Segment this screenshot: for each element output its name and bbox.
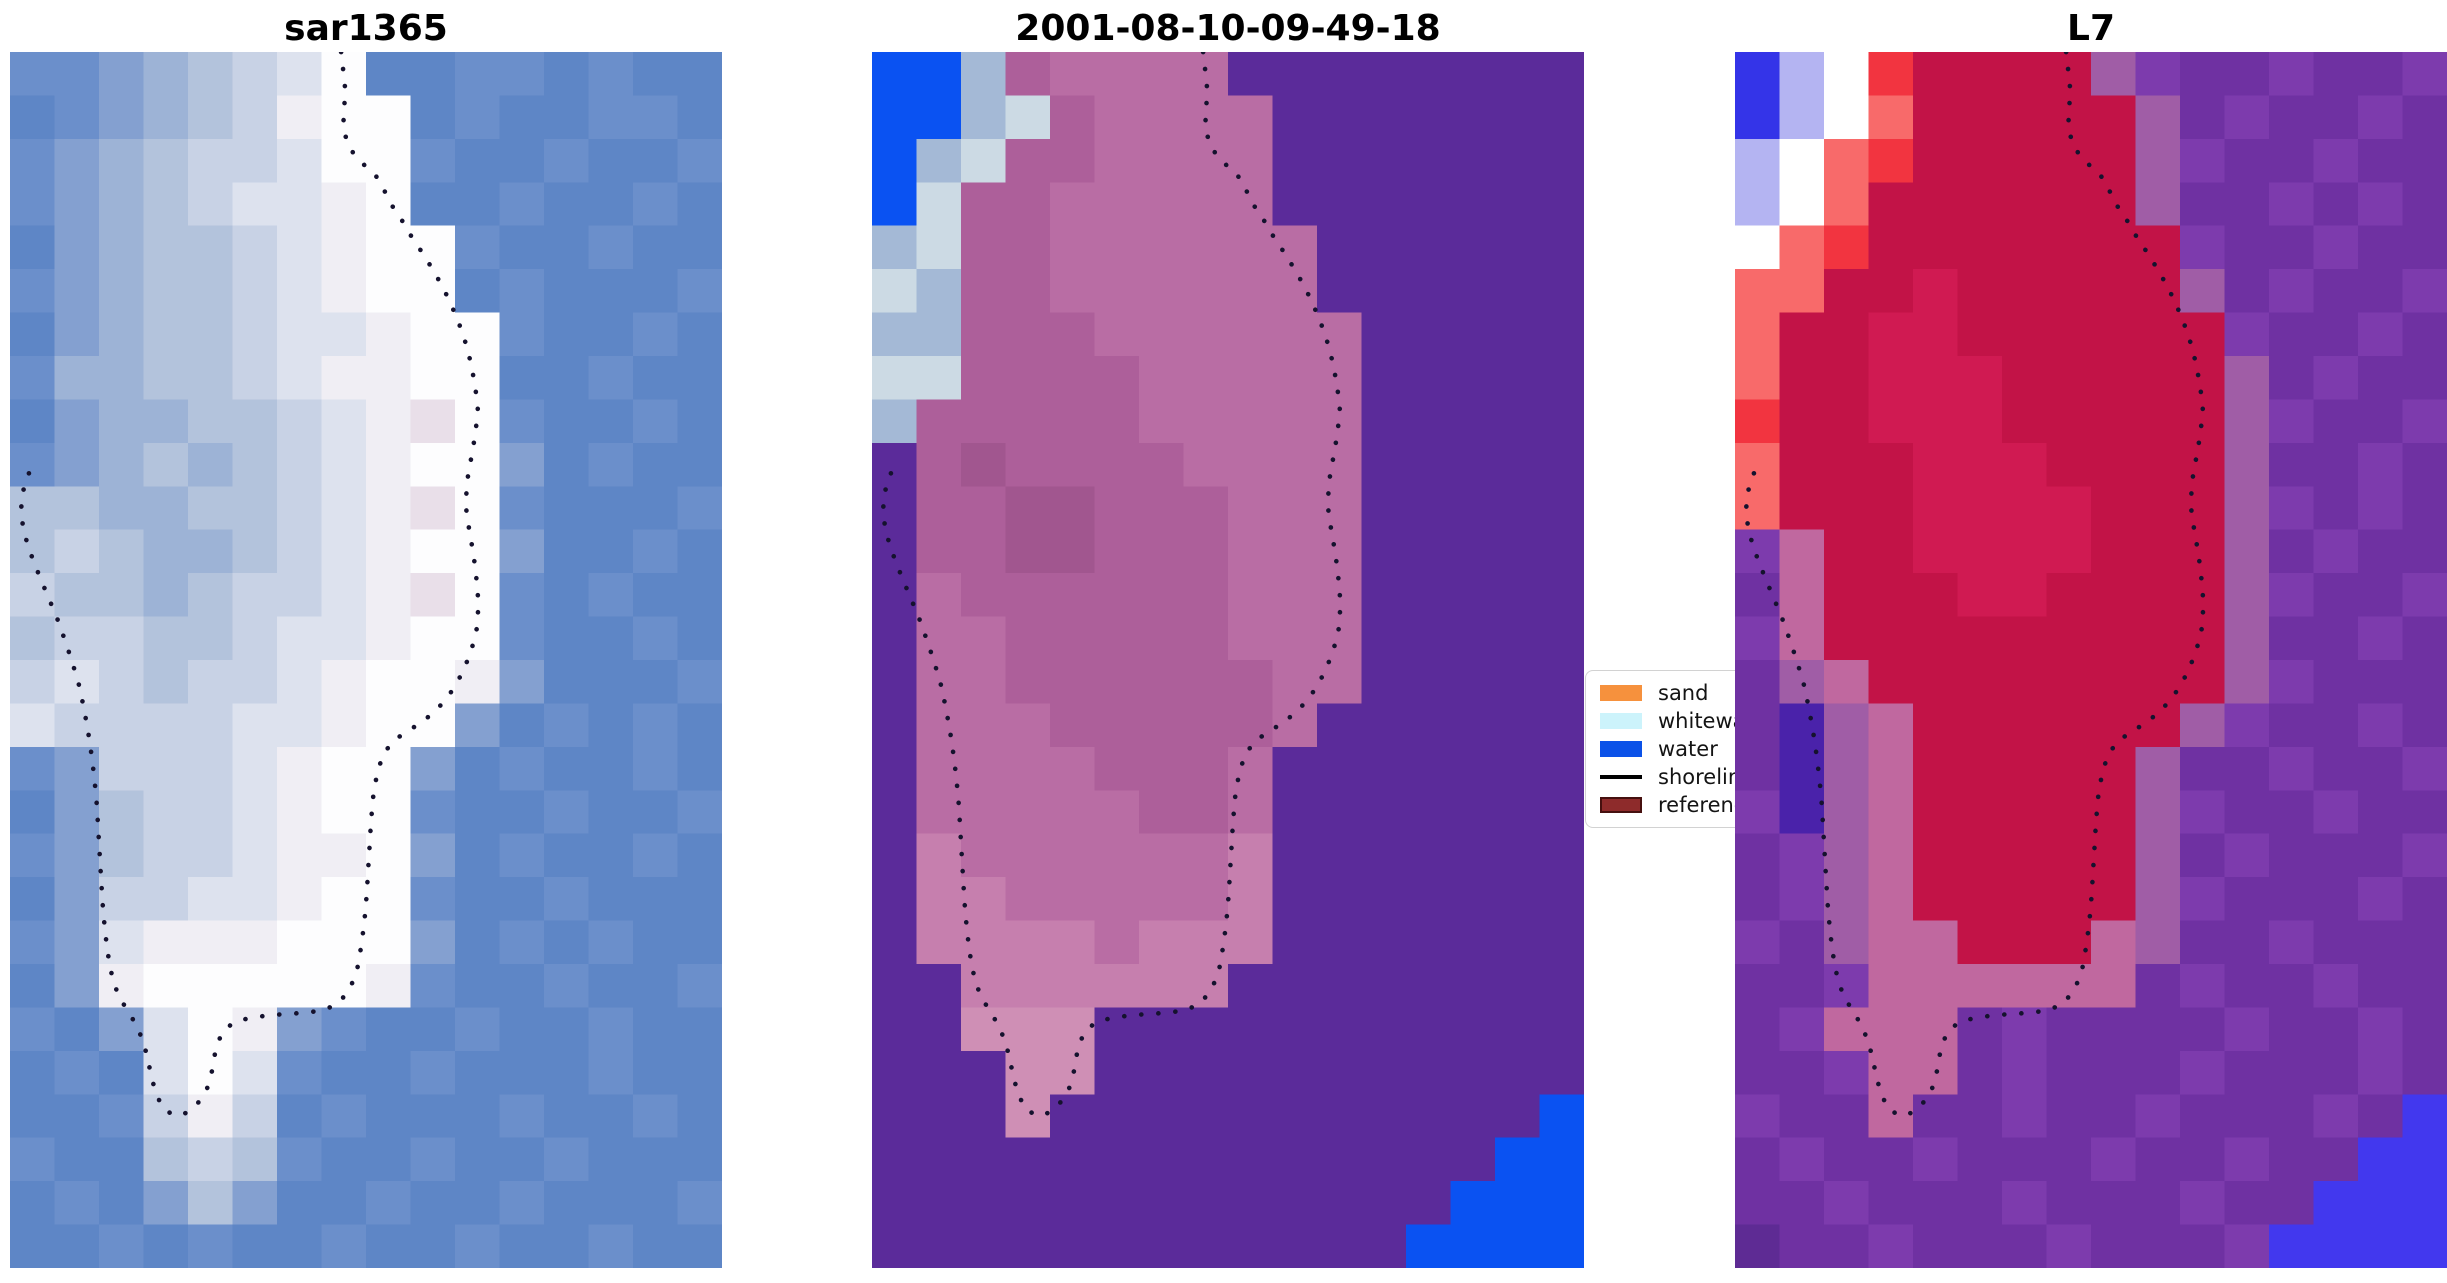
legend-swatch-water — [1600, 741, 1642, 757]
sar1365-pixels — [10, 52, 722, 1268]
panel-title-date: 2001-08-10-09-49-18 — [1015, 8, 1441, 49]
legend-swatch-sand — [1600, 685, 1642, 701]
legend-label-water: water — [1658, 737, 1718, 761]
legend-swatch-whitewater — [1600, 713, 1642, 729]
legend-item-sand: sand — [1600, 681, 1810, 705]
legend-swatch-shoreline — [1600, 775, 1642, 779]
L7-pixels — [1735, 52, 2447, 1268]
panel-sar1365-image — [10, 52, 722, 1268]
shoreline-dotted-contour — [18, 52, 481, 1119]
classified-pixels — [872, 52, 1584, 1268]
panel-classified-image — [872, 52, 1584, 1268]
legend-label-sand: sand — [1658, 681, 1709, 705]
panel-title-sar1365: sar1365 — [284, 8, 448, 49]
legend-item-water: water — [1600, 737, 1810, 761]
legend-swatch-reference — [1600, 797, 1642, 813]
panel-title-l7: L7 — [2067, 8, 2115, 49]
shoreline-dotted-contour — [1743, 52, 2206, 1119]
panel-l7-image — [1735, 52, 2447, 1268]
shoreline-dotted-contour — [880, 52, 1343, 1119]
